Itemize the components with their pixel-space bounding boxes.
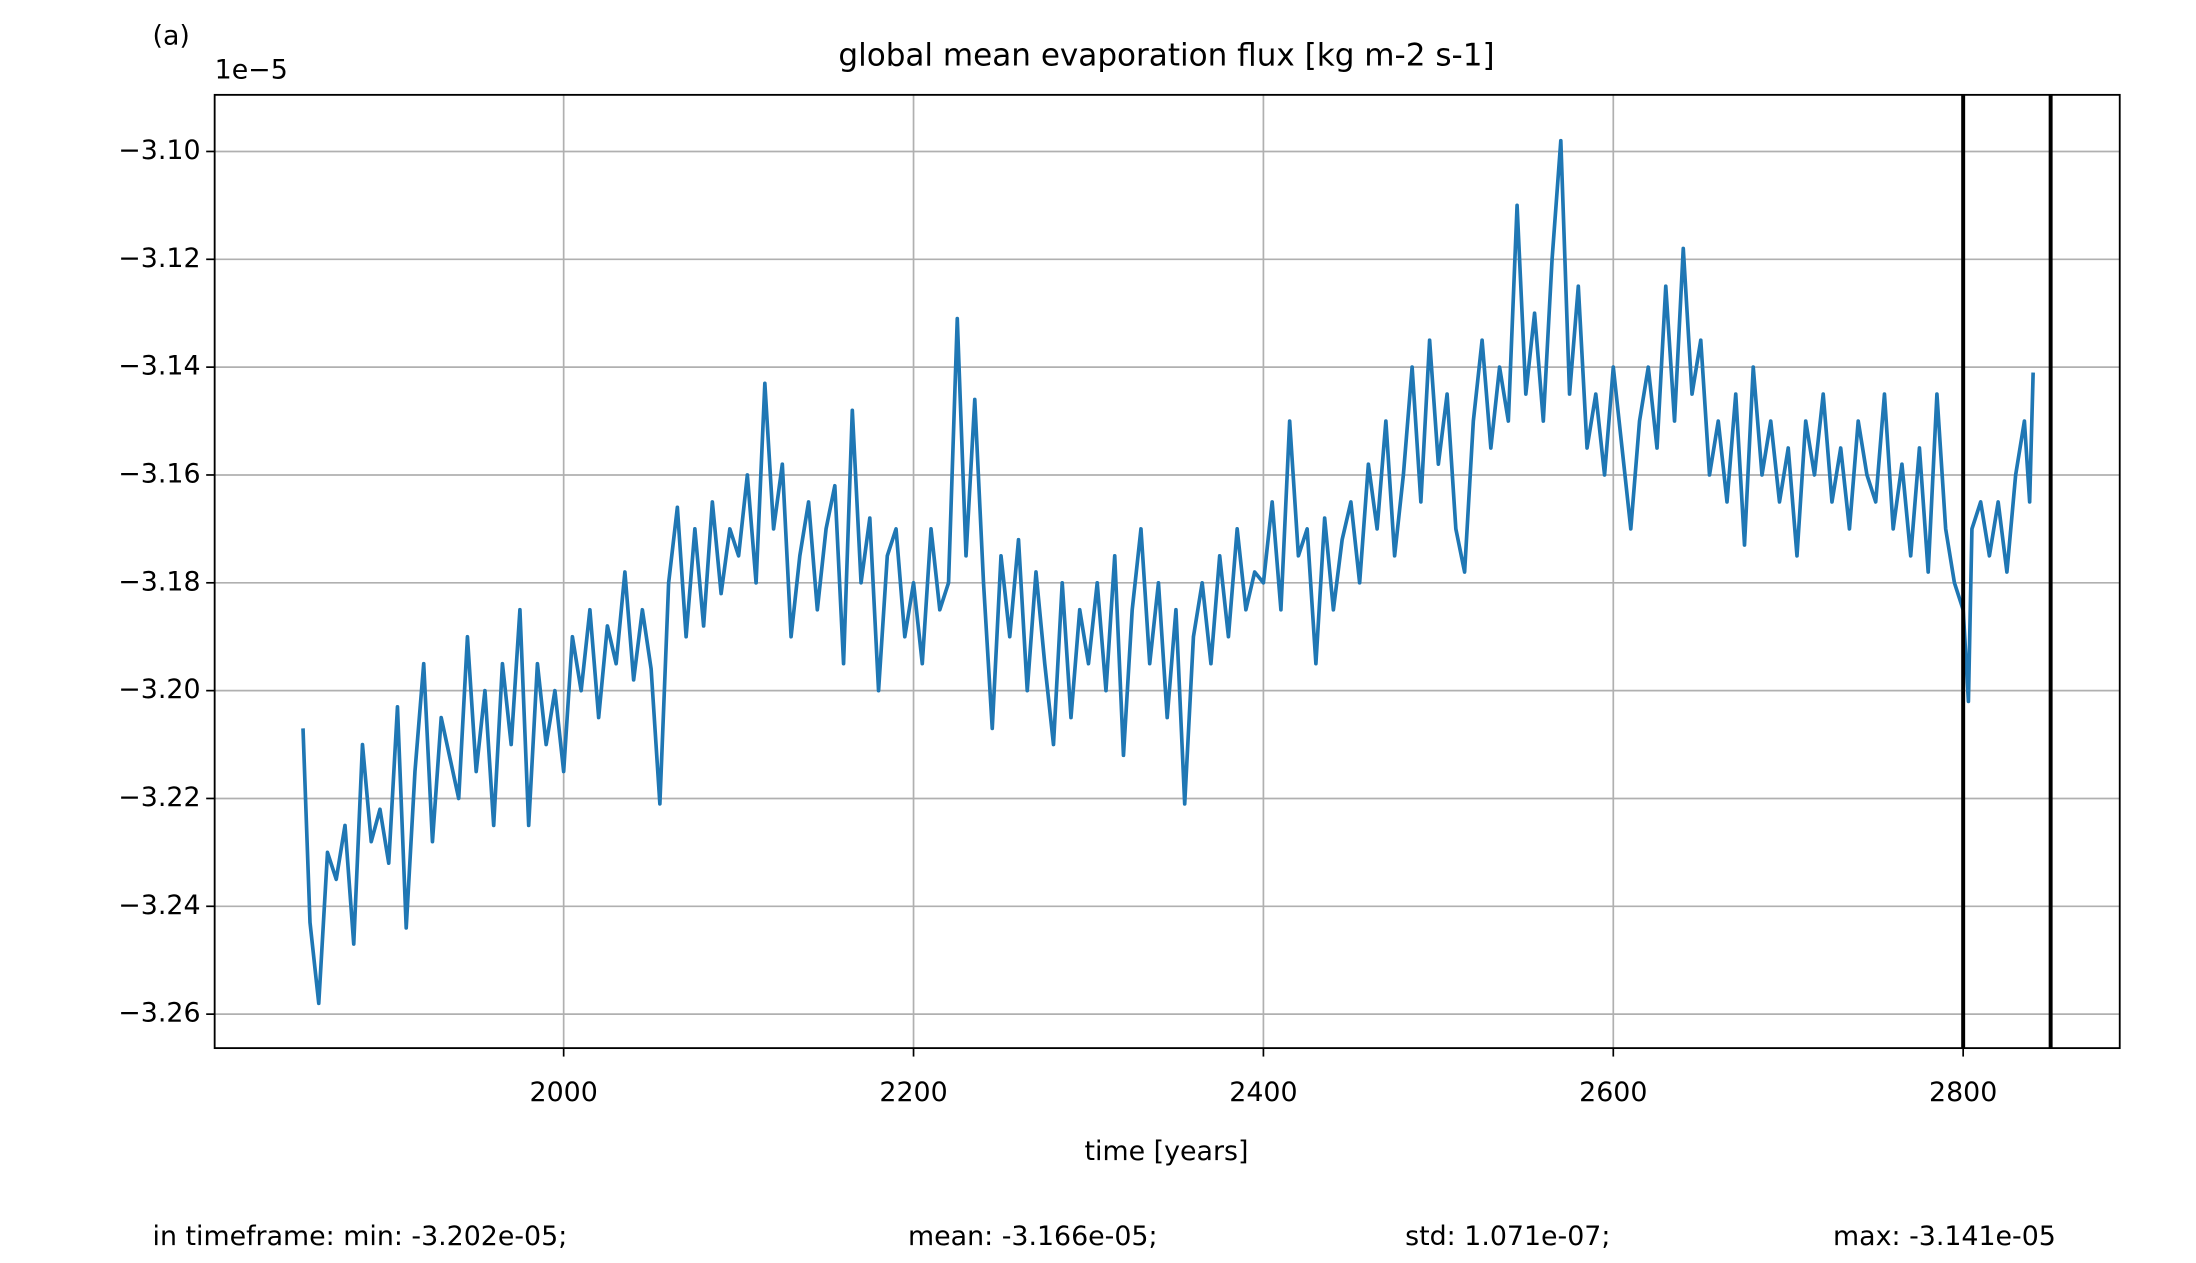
y-tick-label: −3.24 xyxy=(118,890,200,921)
y-tick-label: −3.18 xyxy=(118,566,200,597)
panel-label: (a) xyxy=(153,20,190,51)
y-tick-label: −3.10 xyxy=(118,135,200,166)
plot-frame xyxy=(213,93,2121,1050)
x-tick-label: 2000 xyxy=(530,1077,598,1108)
stat-text: in timeframe: min: -3.202e-05; xyxy=(153,1221,568,1252)
y-tick-label: −3.16 xyxy=(118,458,200,489)
x-tick-label: 2600 xyxy=(1579,1077,1647,1108)
stat-text: std: 1.071e-07; xyxy=(1405,1221,1610,1252)
chart-title: global mean evaporation flux [kg m-2 s-1… xyxy=(838,38,1494,74)
stat-text: mean: -3.166e-05; xyxy=(908,1221,1158,1252)
y-tick-label: −3.22 xyxy=(118,782,200,813)
y-tick-label: −3.20 xyxy=(118,674,200,705)
x-tick-label: 2800 xyxy=(1929,1077,1997,1108)
offset-label: 1e−5 xyxy=(215,54,288,85)
y-tick-label: −3.26 xyxy=(118,998,200,1029)
x-tick-label: 2200 xyxy=(879,1077,947,1108)
y-tick-label: −3.12 xyxy=(118,243,200,274)
x-tick-label: 2400 xyxy=(1229,1077,1297,1108)
x-axis-label: time [years] xyxy=(1085,1136,1249,1167)
data-line xyxy=(301,138,2035,1006)
stat-text: max: -3.141e-05 xyxy=(1833,1221,2056,1252)
y-tick-label: −3.14 xyxy=(118,351,200,382)
